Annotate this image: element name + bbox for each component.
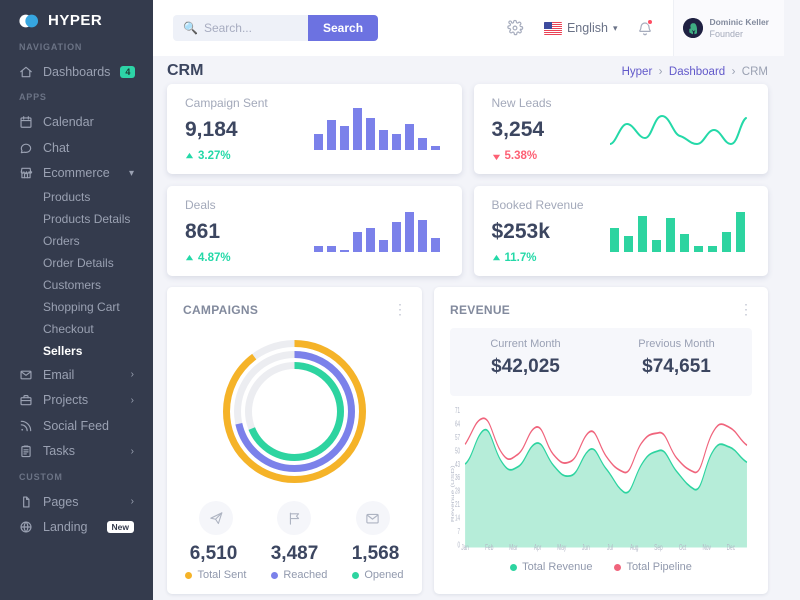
svg-text:28: 28 bbox=[455, 488, 460, 497]
svg-text:Dec: Dec bbox=[727, 544, 736, 552]
svg-text:Revenue (USD): Revenue (USD) bbox=[451, 465, 456, 522]
svg-text:50: 50 bbox=[455, 447, 460, 456]
svg-text:64: 64 bbox=[455, 420, 460, 429]
svg-text:Mar: Mar bbox=[509, 544, 518, 552]
svg-text:Aug: Aug bbox=[630, 544, 639, 552]
svg-text:7: 7 bbox=[458, 528, 461, 537]
svg-text:Feb: Feb bbox=[485, 544, 493, 552]
svg-text:57: 57 bbox=[455, 434, 460, 443]
svg-text:14: 14 bbox=[455, 514, 460, 523]
svg-text:0: 0 bbox=[458, 541, 461, 550]
svg-text:Oct: Oct bbox=[679, 544, 686, 552]
svg-text:Jan: Jan bbox=[461, 544, 469, 552]
svg-text:Nov: Nov bbox=[702, 544, 711, 552]
svg-text:Jun: Jun bbox=[582, 544, 590, 552]
svg-text:Apr: Apr bbox=[534, 544, 542, 552]
svg-text:Jul: Jul bbox=[607, 544, 613, 552]
svg-text:Sep: Sep bbox=[654, 544, 663, 552]
svg-text:36: 36 bbox=[455, 474, 460, 483]
svg-text:21: 21 bbox=[455, 501, 460, 510]
svg-text:71: 71 bbox=[455, 407, 460, 416]
svg-text:43: 43 bbox=[455, 461, 460, 470]
svg-text:May: May bbox=[557, 544, 566, 552]
